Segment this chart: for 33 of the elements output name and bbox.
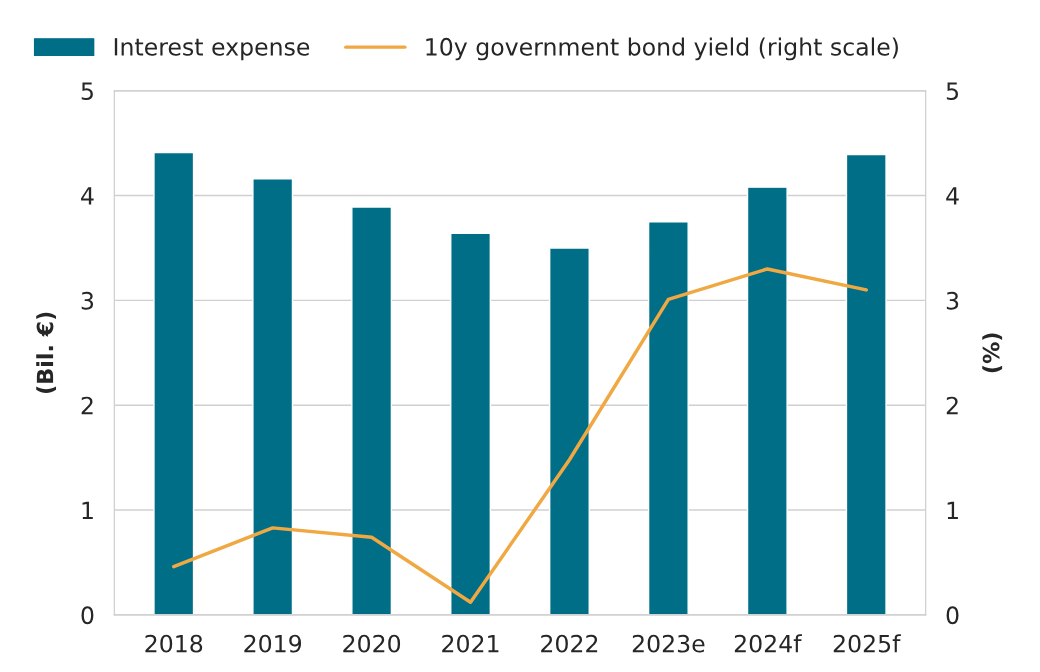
y-tick-label: 0 (81, 606, 94, 625)
legend-label: 10y government bond yield (right scale) (426, 37, 898, 61)
x-tick-label: 2025f (833, 634, 901, 653)
y-axis-title: (Bil. €) (36, 312, 57, 393)
x-tick-label: 2019 (244, 634, 302, 653)
bar (746, 186, 788, 615)
y2-tick-label: 5 (946, 82, 958, 101)
x-tick-label: 2022 (541, 634, 598, 653)
x-tick-label: 2024f (734, 634, 802, 653)
y-tick-label: 4 (81, 187, 94, 205)
y2-tick-label: 1 (947, 501, 958, 520)
bar (845, 153, 887, 615)
x-tick-label: 2021 (442, 634, 499, 653)
y2-tick-label: 0 (946, 606, 959, 625)
y-tick-label: 1 (82, 501, 93, 520)
x-tick-label: 2020 (343, 634, 401, 653)
bar (548, 247, 590, 615)
y2-tick-label: 2 (946, 396, 958, 415)
y-tick-label: 3 (81, 291, 94, 310)
y2-axis-title: (%) (982, 333, 1003, 373)
x-tick-label: 2023e (632, 634, 705, 653)
y2-tick-label: 4 (946, 187, 959, 205)
bar (351, 206, 393, 615)
y2-tick-label: 3 (946, 291, 959, 310)
line-series (172, 267, 868, 605)
bar (450, 232, 492, 615)
bar (252, 178, 294, 615)
y-tick-label: 2 (81, 396, 93, 415)
legend-label: Interest expense (114, 38, 310, 61)
x-tick-label: 2018 (145, 634, 203, 653)
bar (153, 151, 195, 615)
y-tick-label: 5 (81, 82, 93, 101)
bar (647, 221, 689, 615)
